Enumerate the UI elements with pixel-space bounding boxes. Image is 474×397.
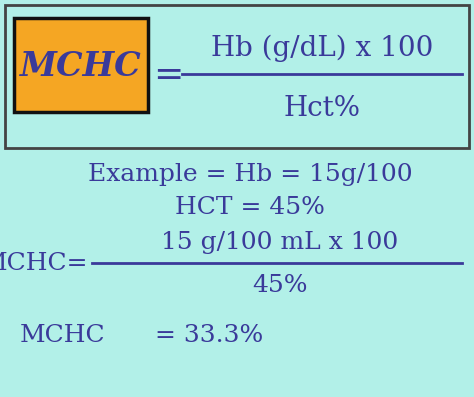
Bar bbox=[5, 5, 469, 148]
Text: HCT = 45%: HCT = 45% bbox=[175, 195, 325, 218]
Text: 15 g/100 mL x 100: 15 g/100 mL x 100 bbox=[161, 231, 399, 254]
Text: MCHC: MCHC bbox=[20, 324, 106, 347]
Text: MCHC: MCHC bbox=[20, 50, 142, 83]
Text: = 33.3%: = 33.3% bbox=[155, 324, 263, 347]
Text: 45%: 45% bbox=[252, 274, 308, 297]
Text: MCHC=: MCHC= bbox=[0, 252, 88, 274]
Bar bbox=[14, 18, 148, 112]
Text: Hb (g/dL) x 100: Hb (g/dL) x 100 bbox=[211, 34, 433, 62]
Text: Example = Hb = 15g/100: Example = Hb = 15g/100 bbox=[88, 164, 412, 187]
Text: =: = bbox=[153, 58, 183, 92]
Text: Hct%: Hct% bbox=[283, 94, 361, 121]
